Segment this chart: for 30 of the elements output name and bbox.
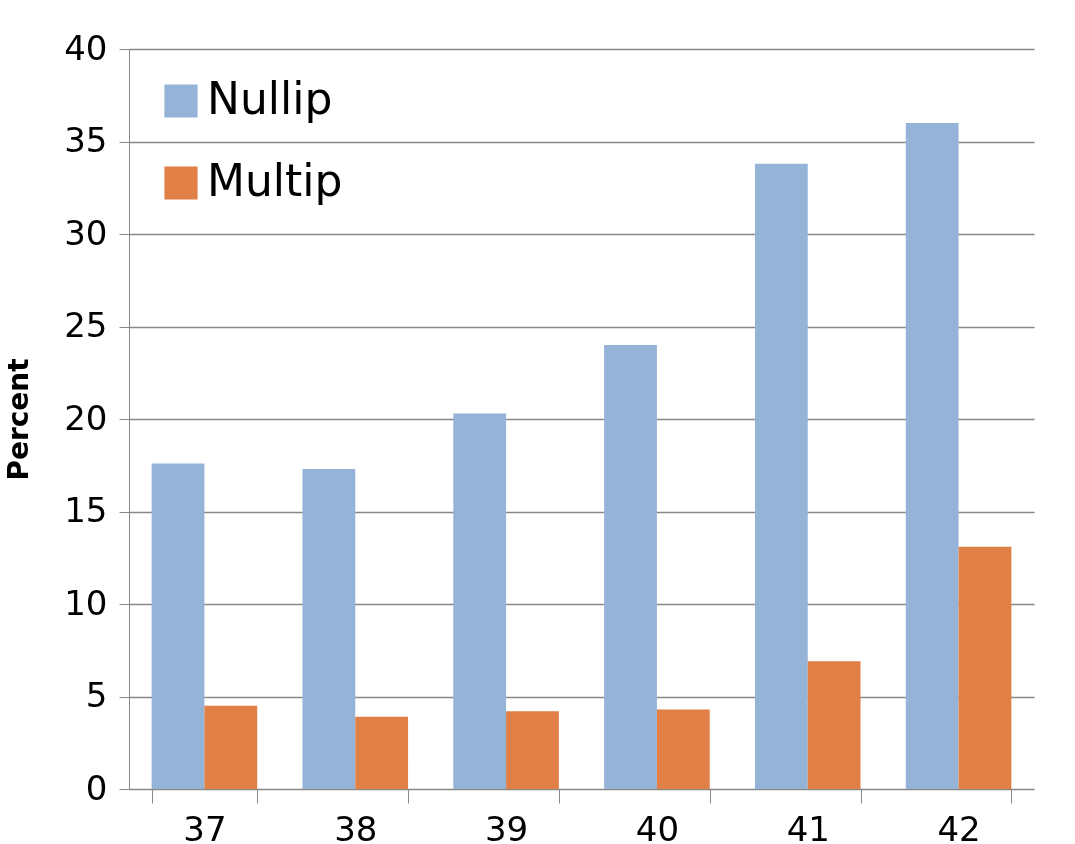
y-tick-label: 5 bbox=[85, 675, 108, 715]
bar bbox=[453, 413, 507, 789]
y-tick-label: 20 bbox=[64, 397, 108, 438]
x-tick-label: 40 bbox=[635, 808, 680, 844]
bar bbox=[151, 463, 205, 789]
bar bbox=[302, 468, 356, 789]
bar bbox=[905, 123, 959, 789]
bar bbox=[754, 163, 808, 789]
x-tick-label: 41 bbox=[786, 808, 830, 844]
x-tick-label: 37 bbox=[183, 808, 227, 844]
x-tick-label: 38 bbox=[334, 808, 378, 844]
y-tick-label: 10 bbox=[64, 582, 108, 623]
bar bbox=[204, 705, 258, 789]
y-tick-label: 25 bbox=[64, 305, 108, 345]
y-tick-label: 30 bbox=[64, 212, 108, 253]
y-tick-label: 35 bbox=[64, 120, 108, 160]
bar bbox=[656, 709, 710, 789]
bar bbox=[506, 711, 559, 789]
x-tick-label: 42 bbox=[937, 808, 981, 844]
legend-label: Multip bbox=[207, 155, 343, 206]
y-tick-label: 0 bbox=[85, 767, 108, 808]
bar bbox=[355, 716, 409, 789]
y-tick-label: 40 bbox=[64, 27, 108, 68]
y-axis-title: Percent bbox=[2, 358, 36, 481]
bar bbox=[807, 661, 861, 789]
bar bbox=[604, 345, 657, 789]
x-tick-label: 39 bbox=[484, 808, 529, 844]
y-tick-label: 15 bbox=[64, 490, 108, 530]
bar bbox=[958, 546, 1012, 789]
legend-label: Nullip bbox=[207, 73, 333, 124]
